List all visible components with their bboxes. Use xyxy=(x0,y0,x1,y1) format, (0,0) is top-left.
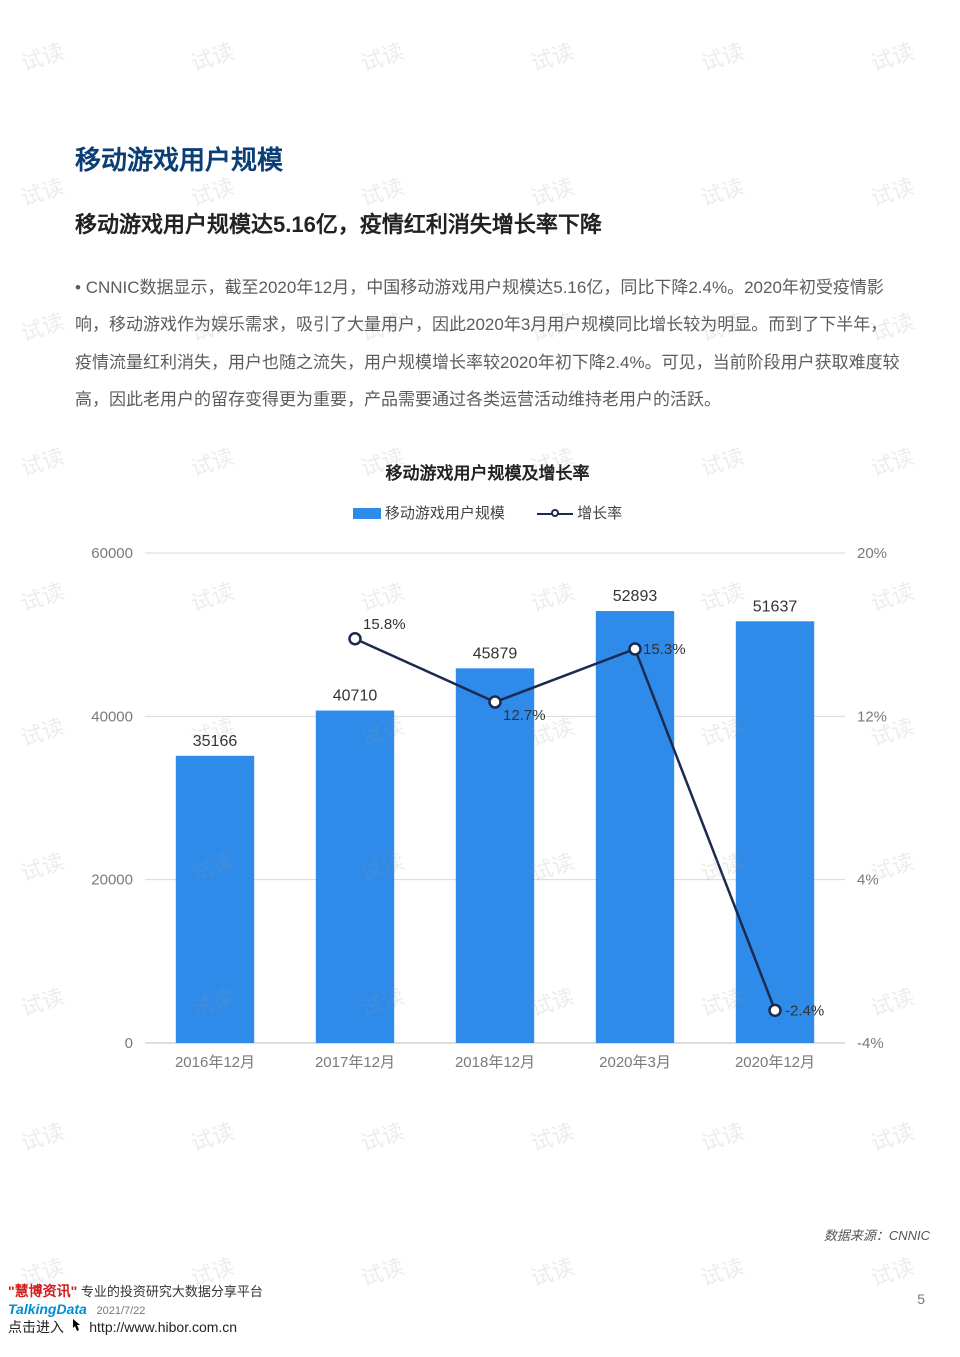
watermark-text: 试读 xyxy=(16,844,68,888)
growth-value-label: 12.7% xyxy=(503,707,546,724)
watermark-text: 试读 xyxy=(16,169,68,213)
page-number: 5 xyxy=(917,1291,925,1307)
watermark-text: 试读 xyxy=(16,439,68,483)
data-source-label: 数据来源：CNNIC xyxy=(824,1225,930,1244)
watermark-text: 试读 xyxy=(356,34,408,78)
watermark-text: 试读 xyxy=(16,34,68,78)
bar xyxy=(456,668,534,1043)
legend-line-marker xyxy=(551,509,559,517)
svg-text:20%: 20% xyxy=(857,545,887,562)
watermark-text: 试读 xyxy=(696,1114,748,1158)
bar-value-label: 40710 xyxy=(333,687,378,704)
footer-url[interactable]: http://www.hibor.com.cn xyxy=(89,1319,237,1335)
growth-line xyxy=(355,638,775,1010)
bar-value-label: 51637 xyxy=(753,598,798,615)
growth-value-label: -2.4% xyxy=(785,1002,824,1019)
svg-text:40000: 40000 xyxy=(91,708,133,725)
svg-text:4%: 4% xyxy=(857,871,879,888)
watermark-text: 试读 xyxy=(526,1114,578,1158)
footer-line2: TalkingData 2021/7/22 xyxy=(8,1301,930,1317)
footer-talkingdata: TalkingData xyxy=(8,1301,87,1317)
footer-click-label: 点击进入 xyxy=(8,1319,64,1335)
body-paragraph: • CNNIC数据显示，截至2020年12月，中国移动游戏用户规模达5.16亿，… xyxy=(75,269,900,419)
watermark-text: 试读 xyxy=(16,709,68,753)
chart-svg: 0 -4% 20000 4% 40000 12% 60000 20% 35166 2016年12月… xyxy=(75,533,905,1093)
watermark-text: 试读 xyxy=(16,574,68,618)
footer-date: 2021/7/22 xyxy=(96,1305,145,1317)
category-label: 2018年12月 xyxy=(455,1054,535,1071)
body-text: CNNIC数据显示，截至2020年12月，中国移动游戏用户规模达5.16亿，同比… xyxy=(75,278,900,409)
growth-marker xyxy=(350,633,361,644)
growth-value-label: 15.3% xyxy=(643,641,686,658)
watermark-text: 试读 xyxy=(16,1114,68,1158)
legend-bar-label: 移动游戏用户规模 xyxy=(385,505,505,522)
svg-text:0: 0 xyxy=(125,1035,133,1052)
svg-text:-4%: -4% xyxy=(857,1035,884,1052)
bar xyxy=(596,611,674,1043)
svg-text:20000: 20000 xyxy=(91,871,133,888)
legend-line-label: 增长率 xyxy=(577,505,622,522)
bar-value-label: 45879 xyxy=(473,645,518,662)
page-title: 移动游戏用户规模 xyxy=(75,140,900,177)
growth-marker xyxy=(490,696,501,707)
bar-value-label: 52893 xyxy=(613,588,658,605)
category-label: 2020年3月 xyxy=(599,1054,671,1071)
watermark-text: 试读 xyxy=(356,1114,408,1158)
growth-marker xyxy=(630,643,641,654)
watermark-text: 试读 xyxy=(16,304,68,348)
legend-bar-swatch xyxy=(353,508,381,519)
watermark-text: 试读 xyxy=(696,34,748,78)
bar-value-label: 35166 xyxy=(193,732,238,749)
bar xyxy=(176,755,254,1042)
bar xyxy=(736,621,814,1043)
chart-title: 移动游戏用户规模及增长率 xyxy=(75,459,900,484)
footer-brand-tail: 专业的投资研究大数据分享平台 xyxy=(77,1284,263,1299)
page-footer: "慧博资讯" 专业的投资研究大数据分享平台 TalkingData 2021/7… xyxy=(0,1281,960,1337)
footer-line1: "慧博资讯" 专业的投资研究大数据分享平台 xyxy=(8,1281,930,1301)
category-label: 2016年12月 xyxy=(175,1054,255,1071)
svg-text:60000: 60000 xyxy=(91,545,133,562)
pointer-icon xyxy=(70,1318,84,1337)
chart-container: 0 -4% 20000 4% 40000 12% 60000 20% 35166 2016年12月… xyxy=(75,533,905,1093)
svg-text:12%: 12% xyxy=(857,708,887,725)
chart-legend: 移动游戏用户规模 增长率 xyxy=(75,502,900,523)
bullet-dot: • xyxy=(75,278,86,297)
watermark-text: 试读 xyxy=(16,979,68,1023)
growth-marker xyxy=(770,1004,781,1015)
category-label: 2017年12月 xyxy=(315,1054,395,1071)
bar xyxy=(316,710,394,1042)
watermark-text: 试读 xyxy=(186,34,238,78)
page: 移动游戏用户规模 移动游戏用户规模达5.16亿，疫情红利消失增长率下降 • CN… xyxy=(0,0,960,1357)
category-label: 2020年12月 xyxy=(735,1054,815,1071)
legend-line-swatch xyxy=(537,507,573,521)
watermark-text: 试读 xyxy=(866,1114,918,1158)
watermark-text: 试读 xyxy=(526,34,578,78)
page-subtitle: 移动游戏用户规模达5.16亿，疫情红利消失增长率下降 xyxy=(75,207,900,239)
growth-value-label: 15.8% xyxy=(363,615,406,632)
footer-line3: 点击进入 http://www.hibor.com.cn xyxy=(8,1317,930,1337)
watermark-text: 试读 xyxy=(866,34,918,78)
watermark-text: 试读 xyxy=(186,1114,238,1158)
footer-brand-red: "慧博资讯" xyxy=(8,1283,77,1299)
